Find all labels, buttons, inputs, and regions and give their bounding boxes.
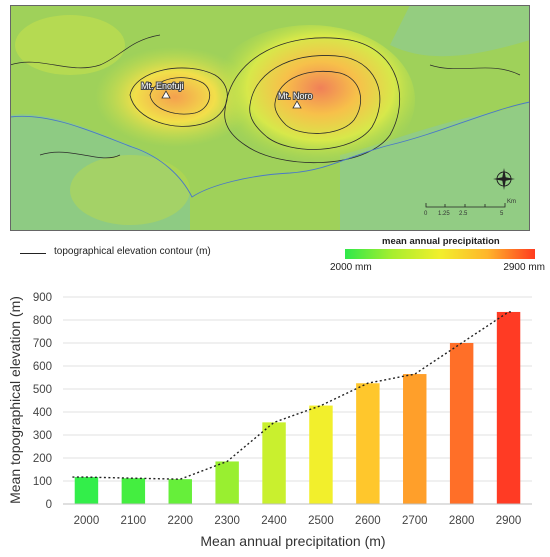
contour-legend-label: topographical elevation contour (m) <box>54 246 211 257</box>
svg-text:5: 5 <box>500 211 504 217</box>
precipitation-legend: mean annual precipitation 2000 mm 2900 m… <box>330 236 545 276</box>
precip-legend-min: 2000 mm <box>330 262 372 273</box>
scale-bar: 0 1.25 2.5 5 Km <box>424 199 516 217</box>
x-tick-label: 2900 <box>496 515 522 527</box>
bar-2300 <box>215 461 239 504</box>
contour-line-swatch <box>20 253 46 254</box>
bar-2700 <box>403 374 427 504</box>
x-tick-label: 2700 <box>402 515 428 527</box>
y-tick-label: 200 <box>33 453 52 465</box>
x-tick-label: 2000 <box>74 515 100 527</box>
x-tick-label: 2200 <box>167 515 193 527</box>
x-tick-label: 2400 <box>261 515 287 527</box>
y-tick-label: 100 <box>33 476 52 488</box>
y-tick-label: 800 <box>33 315 52 327</box>
x-tick-label: 2300 <box>214 515 240 527</box>
map-label-noro: Mt. Noro <box>278 91 313 101</box>
precip-legend-title: mean annual precipitation <box>382 236 500 247</box>
map-label-enofuji: Mt. Enofuji <box>141 81 184 91</box>
x-tick-label: 2600 <box>355 515 381 527</box>
bar-2600 <box>356 383 380 504</box>
x-tick-label: 2800 <box>449 515 475 527</box>
y-tick-label: 0 <box>46 499 52 511</box>
y-tick-label: 600 <box>33 361 52 373</box>
bar-2400 <box>262 422 286 504</box>
elevation-bar-chart: 0 100 200 300 400 500 600 700 800 900 2000 2100 220… <box>7 292 532 549</box>
svg-text:1.25: 1.25 <box>438 211 450 217</box>
compass-icon <box>493 168 515 190</box>
y-tick-label: 700 <box>33 338 52 350</box>
x-axis-title: Mean annual precipitation (m) <box>200 533 385 549</box>
precip-color-ramp <box>345 249 535 259</box>
topographic-map: Mt. Enofuji Mt. Noro 0 1.25 2.5 5 Km <box>10 5 530 231</box>
x-tick-label: 2100 <box>121 515 147 527</box>
y-tick-label: 900 <box>33 292 52 304</box>
y-tick-label: 500 <box>33 384 52 396</box>
bar-2100 <box>121 478 146 504</box>
svg-text:Km: Km <box>507 199 516 205</box>
y-tick-label: 400 <box>33 407 52 419</box>
trendline <box>72 311 511 480</box>
svg-text:2.5: 2.5 <box>459 211 468 217</box>
bar-2900 <box>496 311 521 504</box>
x-tick-label: 2500 <box>308 515 334 527</box>
precip-legend-max: 2900 mm <box>503 262 545 273</box>
bar-2500 <box>309 405 333 504</box>
y-tick-label: 300 <box>33 430 52 442</box>
bar-2800 <box>449 343 474 504</box>
svg-text:0: 0 <box>424 211 428 217</box>
y-axis-title: Mean topographical elevation (m) <box>7 296 23 504</box>
bar-2200 <box>168 479 192 504</box>
contour-legend: topographical elevation contour (m) <box>18 244 318 264</box>
bar-2000 <box>74 477 99 504</box>
